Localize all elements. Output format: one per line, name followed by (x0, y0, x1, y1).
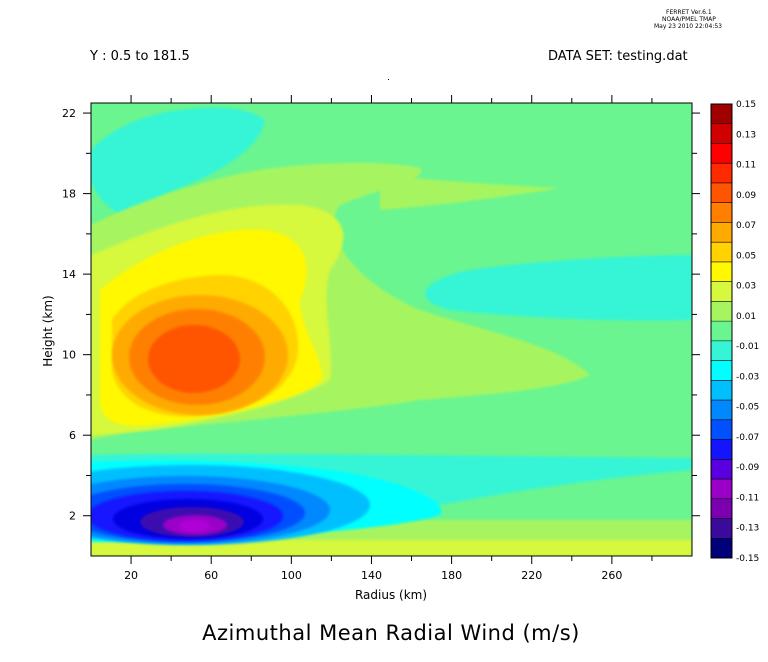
colorbar-swatch (711, 242, 732, 263)
y-range-label: Y : 0.5 to 181.5 (89, 49, 190, 64)
colorbar-level-label: -0.01 (736, 342, 759, 352)
y-tick-label: 14 (62, 268, 76, 281)
colorbar-level-label: 0.03 (736, 282, 756, 292)
level-0-15 (148, 325, 240, 393)
x-axis-tick-labels: 20 60 100 140 180 220 260 (124, 569, 622, 582)
colorbar-level-label: -0.09 (736, 463, 760, 473)
colorbar-swatch (711, 419, 732, 441)
colorbar-swatch (711, 479, 732, 500)
colorbar-swatch (711, 439, 732, 460)
colorbar-level-label: 0.15 (736, 100, 756, 110)
x-axis-label: Radius (km) (355, 588, 427, 602)
y-tick-label: 6 (69, 429, 76, 442)
colorbar-level-label: 0.01 (736, 312, 756, 322)
colorbar-swatch (711, 400, 732, 421)
ferret-version: FERRET Ver.6.1 (666, 9, 712, 16)
colorbar-swatch (711, 498, 732, 520)
colorbar-swatch (711, 360, 732, 381)
x-tick-label: 220 (521, 569, 542, 582)
contour-field (91, 103, 692, 556)
colorbar-level-label: -0.05 (736, 403, 759, 413)
colorbar-swatch (711, 222, 732, 243)
x-tick-label: 20 (124, 569, 138, 582)
colorbar-swatch (711, 340, 732, 362)
colorbar-level-label: 0.11 (736, 161, 756, 171)
y-axis-tick-labels: 2 6 10 14 18 22 (62, 107, 76, 523)
colorbar-level-label: 0.13 (736, 130, 756, 140)
right-inflow-lobe (425, 255, 692, 321)
level-0-03-tongue (380, 175, 560, 210)
colorbar-swatch (711, 538, 732, 559)
colorbar-level-label: 0.05 (736, 251, 756, 261)
colorbar-level-label: 0.09 (736, 191, 756, 201)
colorbar-swatch (711, 518, 732, 539)
x-axis-ticks (130, 95, 653, 564)
upper-inflow-lobe (91, 107, 265, 218)
right-inflow-core (615, 270, 692, 308)
colorbar-level-label: 0.07 (736, 221, 756, 231)
colorbar-level-label: -0.03 (736, 372, 759, 382)
x-tick-label: 100 (281, 569, 302, 582)
colorbar-swatch (711, 202, 732, 223)
colorbar-frame (710, 103, 733, 559)
colorbar-swatch (711, 261, 732, 283)
chart-title: Azimuthal Mean Radial Wind (m/s) (202, 621, 580, 645)
colorbar-swatch (711, 301, 732, 322)
colorbar-level-label: -0.13 (736, 524, 759, 534)
x-tick-label: 260 (601, 569, 622, 582)
colorbar-swatch (711, 380, 732, 401)
x-tick-label: 60 (204, 569, 218, 582)
colorbar-swatch (711, 281, 732, 302)
ferret-org: NOAA/PMEL TMAP (662, 16, 716, 23)
surface-band-inner (91, 540, 692, 556)
y-axis-ticks (83, 112, 700, 517)
colorbar-swatch (711, 163, 732, 184)
colorbar-swatch (711, 123, 732, 144)
y-axis-label: Height (km) (41, 295, 55, 366)
y-tick-label: 10 (62, 349, 76, 362)
x-tick-label: 180 (441, 569, 462, 582)
x-tick-label: 140 (361, 569, 382, 582)
y-tick-label: 2 (69, 510, 76, 523)
colorbar-level-label: -0.11 (736, 493, 759, 503)
colorbar-swatch (711, 321, 732, 342)
dataset-label: DATA SET: testing.dat (548, 49, 688, 64)
colorbar-labels: 0.15 0.13 0.11 0.09 0.07 0.05 0.03 0.01 -0.01 -0.… (736, 100, 760, 564)
ferret-timestamp: May 23 2010 22:04:53 (654, 23, 722, 30)
level-neg-0-19 (179, 520, 211, 532)
stray-dot (388, 79, 389, 80)
colorbar-swatch (711, 459, 732, 480)
colorbar-swatch (711, 143, 732, 164)
colorbar-level-label: -0.15 (736, 554, 759, 564)
colorbar-level-label: -0.07 (736, 433, 759, 443)
y-tick-label: 18 (62, 188, 76, 201)
colorbar (710, 103, 733, 559)
plot-frame (90, 102, 693, 557)
y-tick-label: 22 (62, 107, 76, 120)
colorbar-swatch (711, 182, 732, 204)
colorbar-swatch (711, 104, 732, 125)
